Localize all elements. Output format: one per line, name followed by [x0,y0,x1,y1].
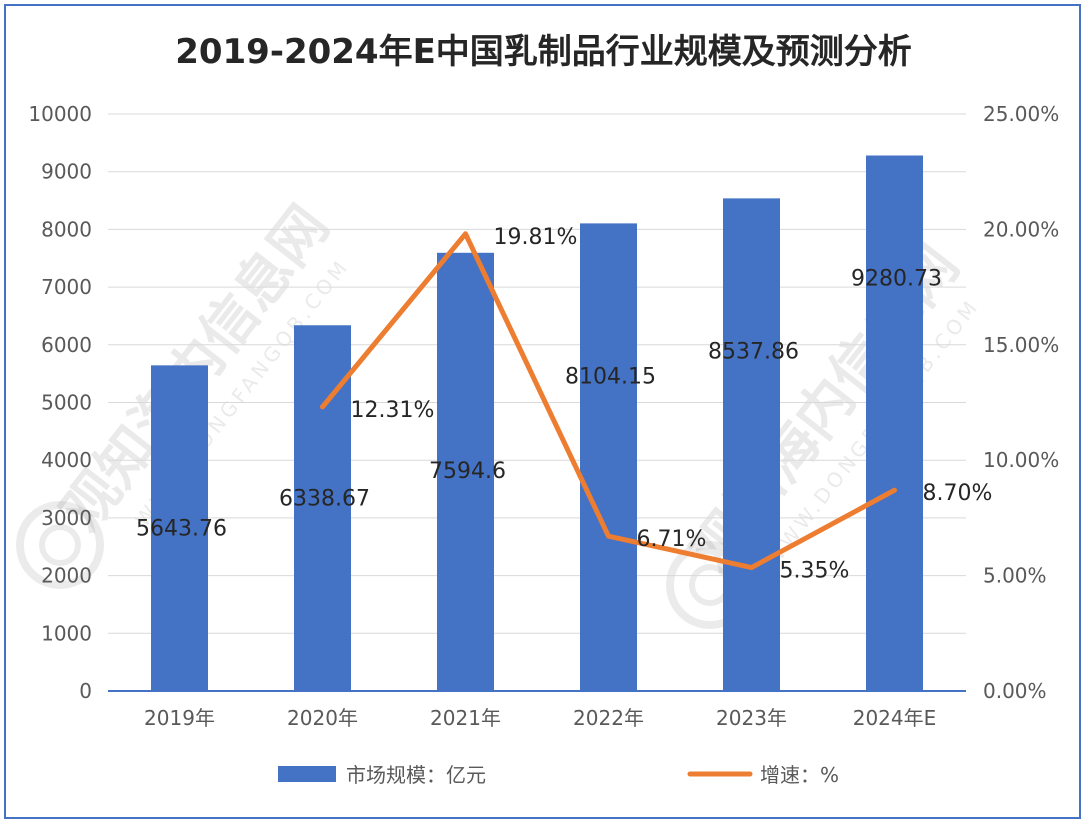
legend-label-line: 增速：% [760,763,839,787]
line-value-label: 8.70% [923,481,993,506]
bar-value-label: 9280.73 [851,267,942,292]
bar [580,223,637,691]
bar-series [151,155,923,692]
right-axis-tick-label: 5.00% [983,564,1047,588]
left-axis-tick-label: 10000 [28,102,92,126]
bar-value-label: 8537.86 [708,339,799,364]
bar [437,252,494,692]
left-axis-tick-label: 5000 [41,391,92,415]
left-axis-tick-label: 3000 [41,506,92,530]
left-axis-tick-label: 2000 [41,564,92,588]
x-axis-tick-label: 2023年 [716,706,787,730]
line-series [320,231,897,571]
x-axis-tick-label: 2024年E [853,706,937,730]
bar [151,365,208,691]
line-value-label: 6.71% [637,527,707,552]
line-point [321,405,324,409]
left-axis-tick-label: 1000 [41,621,92,645]
right-axis-tick-label: 0.00% [983,679,1047,703]
legend-label-bars: 市场规模：亿元 [346,763,486,787]
bar-value-label: 6338.67 [279,486,370,511]
chart-title: 2019-2024年E中国乳制品行业规模及预测分析 [175,32,912,72]
line-value-label: 5.35% [780,559,850,584]
watermark-logo-icon [16,501,104,589]
watermark-logo-ring [16,501,104,589]
bar-value-label: 8104.15 [565,364,656,389]
x-axis-tick-label: 2022年 [573,706,644,730]
right-axis-tick-label: 10.00% [983,448,1059,472]
right-axis-tick-label: 20.00% [983,217,1059,241]
watermark-logo-core [689,564,731,606]
left-axis-tick-label: 4000 [41,448,92,472]
line-point [464,232,467,236]
bar-value-label: 7594.6 [429,459,506,484]
x-axis-tick-label: 2020年 [287,706,358,730]
left-axis-tick-label: 7000 [41,275,92,299]
legend: 市场规模：亿元 增速：% [278,763,839,787]
watermark-logo-core [39,524,81,566]
line-point [893,488,896,492]
line-point [750,566,753,570]
gridlines [108,113,966,634]
line-value-label: 12.31% [351,398,435,423]
right-axis-tick-label: 15.00% [983,333,1059,357]
left-axis-tick-label: 9000 [41,160,92,184]
x-axis-tick-label: 2021年 [430,706,501,730]
bar-value-label: 5643.76 [136,516,227,541]
bar [866,155,923,691]
left-axis-tick-label: 8000 [41,217,92,241]
line-value-label: 19.81% [494,225,578,250]
legend-swatch-bars [278,766,336,782]
left-axis-tick-label: 6000 [41,333,92,357]
line-point [607,534,610,538]
bar [723,198,780,691]
left-axis-tick-label: 0 [79,679,92,703]
data-labels: 5643.76 6338.67 7594.6 8104.15 8537.86 9280.7… [136,225,992,584]
axes: 0 1000 2000 3000 4000 5000 6000 7000 8000 9000 100… [28,102,1059,730]
right-axis-tick-label: 25.00% [983,102,1059,126]
x-axis-tick-label: 2019年 [144,706,215,730]
